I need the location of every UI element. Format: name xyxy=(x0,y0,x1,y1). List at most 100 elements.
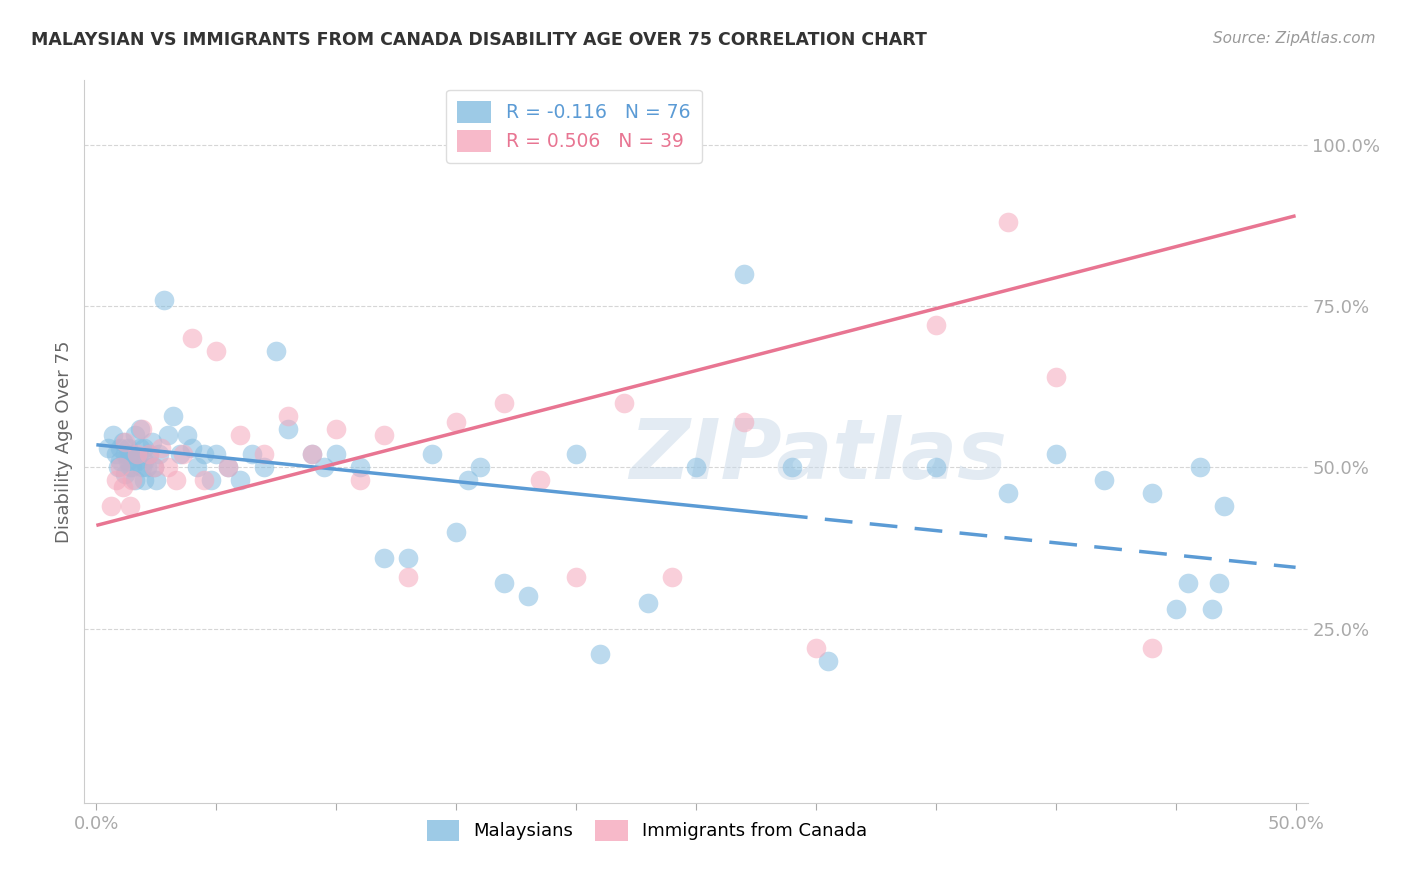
Point xyxy=(141,434,163,449)
Point xyxy=(253,460,276,475)
Point xyxy=(110,441,132,455)
Point xyxy=(121,460,143,475)
Point xyxy=(152,293,174,307)
Point xyxy=(104,473,127,487)
Text: MALAYSIAN VS IMMIGRANTS FROM CANADA DISABILITY AGE OVER 75 CORRELATION CHART: MALAYSIAN VS IMMIGRANTS FROM CANADA DISA… xyxy=(31,31,927,49)
Point xyxy=(186,460,208,475)
Point xyxy=(138,447,160,461)
Point xyxy=(396,570,419,584)
Point xyxy=(396,550,419,565)
Point xyxy=(118,499,141,513)
Point xyxy=(114,434,136,449)
Point xyxy=(925,318,948,333)
Point xyxy=(494,576,516,591)
Point xyxy=(150,441,173,455)
Point xyxy=(145,473,167,487)
Point xyxy=(817,654,839,668)
Point xyxy=(733,415,755,429)
Point xyxy=(733,267,755,281)
Point xyxy=(157,428,180,442)
Point xyxy=(127,454,149,468)
Point xyxy=(1201,602,1223,616)
Point xyxy=(134,454,156,468)
Point xyxy=(589,648,612,662)
Point xyxy=(131,460,153,475)
Point xyxy=(111,480,134,494)
Point xyxy=(997,215,1019,229)
Point xyxy=(565,570,588,584)
Point xyxy=(685,460,707,475)
Point xyxy=(1045,370,1067,384)
Point xyxy=(193,473,215,487)
Point xyxy=(661,570,683,584)
Point xyxy=(468,460,491,475)
Point xyxy=(127,447,149,461)
Point xyxy=(229,473,252,487)
Point xyxy=(1140,486,1163,500)
Point xyxy=(517,590,540,604)
Point xyxy=(1188,460,1211,475)
Point xyxy=(1208,576,1230,591)
Y-axis label: Disability Age Over 75: Disability Age Over 75 xyxy=(55,340,73,543)
Point xyxy=(100,499,122,513)
Legend: Malaysians, Immigrants from Canada: Malaysians, Immigrants from Canada xyxy=(419,813,875,848)
Point xyxy=(1045,447,1067,461)
Point xyxy=(565,447,588,461)
Point xyxy=(277,409,299,423)
Point xyxy=(804,640,827,655)
Point xyxy=(107,460,129,475)
Point xyxy=(104,447,127,461)
Point xyxy=(529,473,551,487)
Point xyxy=(264,344,287,359)
Point xyxy=(135,460,157,475)
Point xyxy=(165,473,187,487)
Point xyxy=(217,460,239,475)
Point xyxy=(637,596,659,610)
Point xyxy=(240,447,263,461)
Point xyxy=(193,447,215,461)
Point xyxy=(444,524,467,539)
Point xyxy=(148,447,170,461)
Point xyxy=(97,441,120,455)
Point xyxy=(373,550,395,565)
Point xyxy=(349,460,371,475)
Point xyxy=(121,473,143,487)
Point xyxy=(134,441,156,455)
Point xyxy=(253,447,276,461)
Point xyxy=(325,447,347,461)
Point xyxy=(1212,499,1234,513)
Point xyxy=(121,447,143,461)
Point xyxy=(138,447,160,461)
Point xyxy=(101,428,124,442)
Point xyxy=(205,344,228,359)
Point xyxy=(118,447,141,461)
Point xyxy=(925,460,948,475)
Point xyxy=(1177,576,1199,591)
Point xyxy=(157,460,180,475)
Point xyxy=(142,460,165,475)
Point xyxy=(114,447,136,461)
Point xyxy=(229,428,252,442)
Point xyxy=(1092,473,1115,487)
Point xyxy=(110,454,132,468)
Point xyxy=(181,441,204,455)
Point xyxy=(420,447,443,461)
Point xyxy=(780,460,803,475)
Point xyxy=(110,460,132,475)
Point xyxy=(142,460,165,475)
Point xyxy=(169,447,191,461)
Point xyxy=(1140,640,1163,655)
Point xyxy=(176,428,198,442)
Point xyxy=(217,460,239,475)
Point xyxy=(444,415,467,429)
Point xyxy=(325,422,347,436)
Point xyxy=(162,409,184,423)
Point xyxy=(134,473,156,487)
Point xyxy=(277,422,299,436)
Point xyxy=(373,428,395,442)
Point xyxy=(128,441,150,455)
Point xyxy=(181,331,204,345)
Point xyxy=(131,422,153,436)
Point xyxy=(118,460,141,475)
Point xyxy=(128,422,150,436)
